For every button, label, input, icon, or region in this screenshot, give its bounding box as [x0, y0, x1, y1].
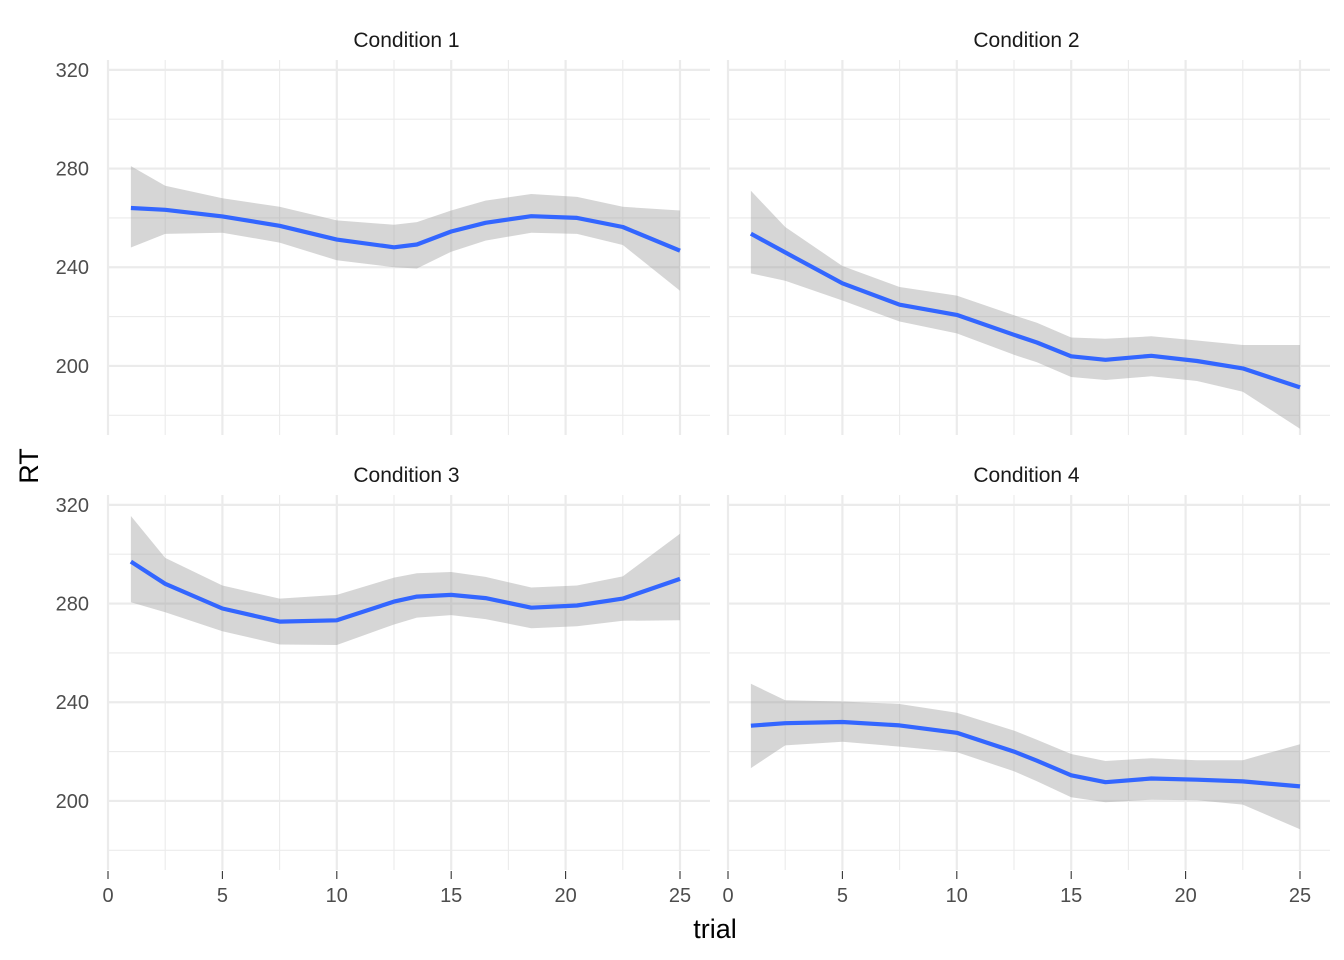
y-tick-label: 280: [56, 159, 89, 181]
y-tick-label: 320: [56, 495, 89, 517]
panel-3: Condition 3: [106, 464, 710, 870]
y-axis-title: RT: [14, 448, 44, 484]
confidence-band: [130, 166, 680, 291]
y-tick-label: 200: [56, 791, 89, 813]
x-tick-label: 15: [1060, 885, 1082, 907]
x-tick-label: 10: [326, 885, 348, 907]
y-tick-label: 200: [56, 356, 89, 378]
panel-title: Condition 1: [353, 29, 459, 52]
smooth-line: [129, 559, 681, 624]
panel-title: Condition 4: [973, 464, 1080, 487]
x-tick-label: 5: [837, 885, 848, 907]
confidence-band: [750, 190, 1300, 429]
panel-title: Condition 3: [353, 464, 459, 487]
x-tick-label: 25: [1289, 885, 1311, 907]
smooth-line: [750, 719, 1301, 789]
panel-1: Condition 1: [106, 29, 710, 435]
smooth-line: [749, 231, 1301, 390]
panel-2: Condition 2: [726, 29, 1330, 435]
y-tick-label: 240: [56, 257, 89, 279]
x-tick-label: 20: [1174, 885, 1196, 907]
panel-title: Condition 2: [973, 29, 1079, 52]
y-tick-label: 320: [56, 60, 89, 82]
confidence-band: [130, 516, 680, 645]
x-tick-label: 5: [217, 885, 228, 907]
y-tick-label: 240: [56, 692, 89, 714]
x-tick-label: 0: [102, 885, 113, 907]
x-tick-label: 25: [669, 885, 691, 907]
panel-4: Condition 4: [726, 464, 1330, 870]
x-tick-label: 10: [946, 885, 968, 907]
y-tick-label: 280: [56, 594, 89, 616]
x-tick-label: 0: [722, 885, 733, 907]
x-tick-label: 15: [440, 885, 462, 907]
x-axis-title: trial: [693, 914, 737, 944]
smooth-line: [130, 205, 681, 253]
x-tick-label: 20: [554, 885, 576, 907]
